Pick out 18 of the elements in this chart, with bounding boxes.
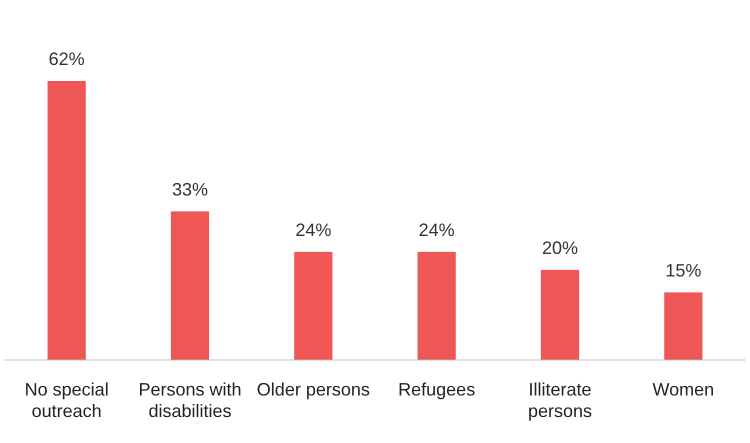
x-tick-label: Illiterate persons xyxy=(528,380,592,422)
bar xyxy=(664,292,702,360)
data-label: 15% xyxy=(665,260,702,280)
data-label: 24% xyxy=(295,220,332,240)
x-tick-label: Women xyxy=(652,380,714,400)
x-tick-label: Refugees xyxy=(398,380,476,400)
bar xyxy=(418,252,456,360)
data-label: 24% xyxy=(418,220,455,240)
bar xyxy=(540,270,580,360)
bar xyxy=(170,211,210,360)
data-label: 33% xyxy=(172,179,208,200)
x-tick-label: No special outreach xyxy=(24,380,109,422)
bar xyxy=(294,252,332,360)
bar xyxy=(48,80,86,360)
data-label: 62% xyxy=(48,48,85,69)
x-tick-label: Older persons xyxy=(256,380,370,400)
x-tick-label: Persons with disabilities xyxy=(138,380,242,422)
data-label: 20% xyxy=(542,238,578,258)
